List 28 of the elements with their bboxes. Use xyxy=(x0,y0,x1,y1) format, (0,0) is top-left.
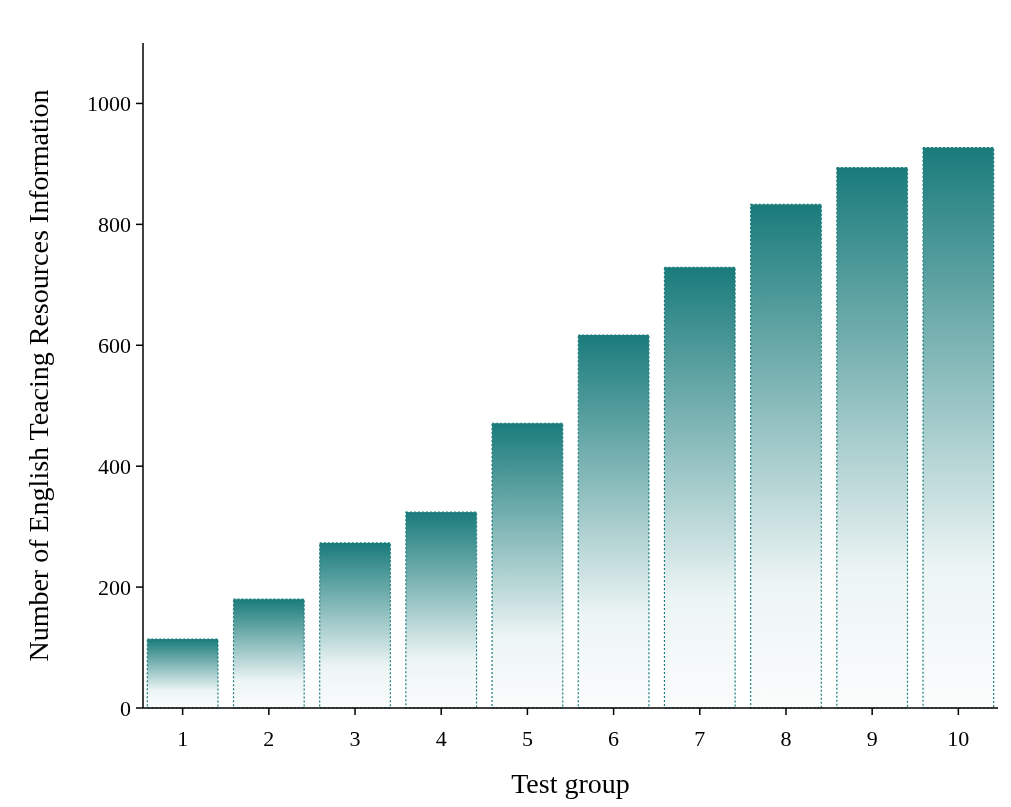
bar xyxy=(922,146,995,709)
y-tick-label: 0 xyxy=(120,695,131,721)
bar xyxy=(319,542,391,709)
y-axis-title: Number of English Teacing Resources Information xyxy=(23,89,54,662)
x-tick-label: 6 xyxy=(608,726,620,751)
y-tick-label: 1000 xyxy=(87,91,131,117)
x-tick-label: 8 xyxy=(780,726,792,751)
x-tick-label: 1 xyxy=(177,726,189,751)
bar xyxy=(663,266,736,709)
bar xyxy=(577,334,650,709)
y-tick-label: 600 xyxy=(98,332,131,358)
x-tick-label: 7 xyxy=(694,726,706,751)
y-tick-label: 200 xyxy=(98,574,131,600)
x-tick-label: 10 xyxy=(947,726,970,751)
x-axis-title: Test group xyxy=(511,768,630,799)
bar xyxy=(750,203,822,709)
x-tick-label: 3 xyxy=(349,726,361,751)
bar xyxy=(491,422,564,709)
x-tick-label: 4 xyxy=(435,726,447,751)
y-tick-label: 800 xyxy=(98,212,131,238)
x-tick-label: 2 xyxy=(263,726,275,751)
x-tick-label: 9 xyxy=(866,726,878,751)
y-tick-label: 400 xyxy=(98,453,131,479)
bar xyxy=(405,511,478,709)
x-tick-label: 5 xyxy=(521,726,533,751)
bar xyxy=(232,598,305,709)
bar xyxy=(146,638,219,709)
bar xyxy=(836,166,909,709)
